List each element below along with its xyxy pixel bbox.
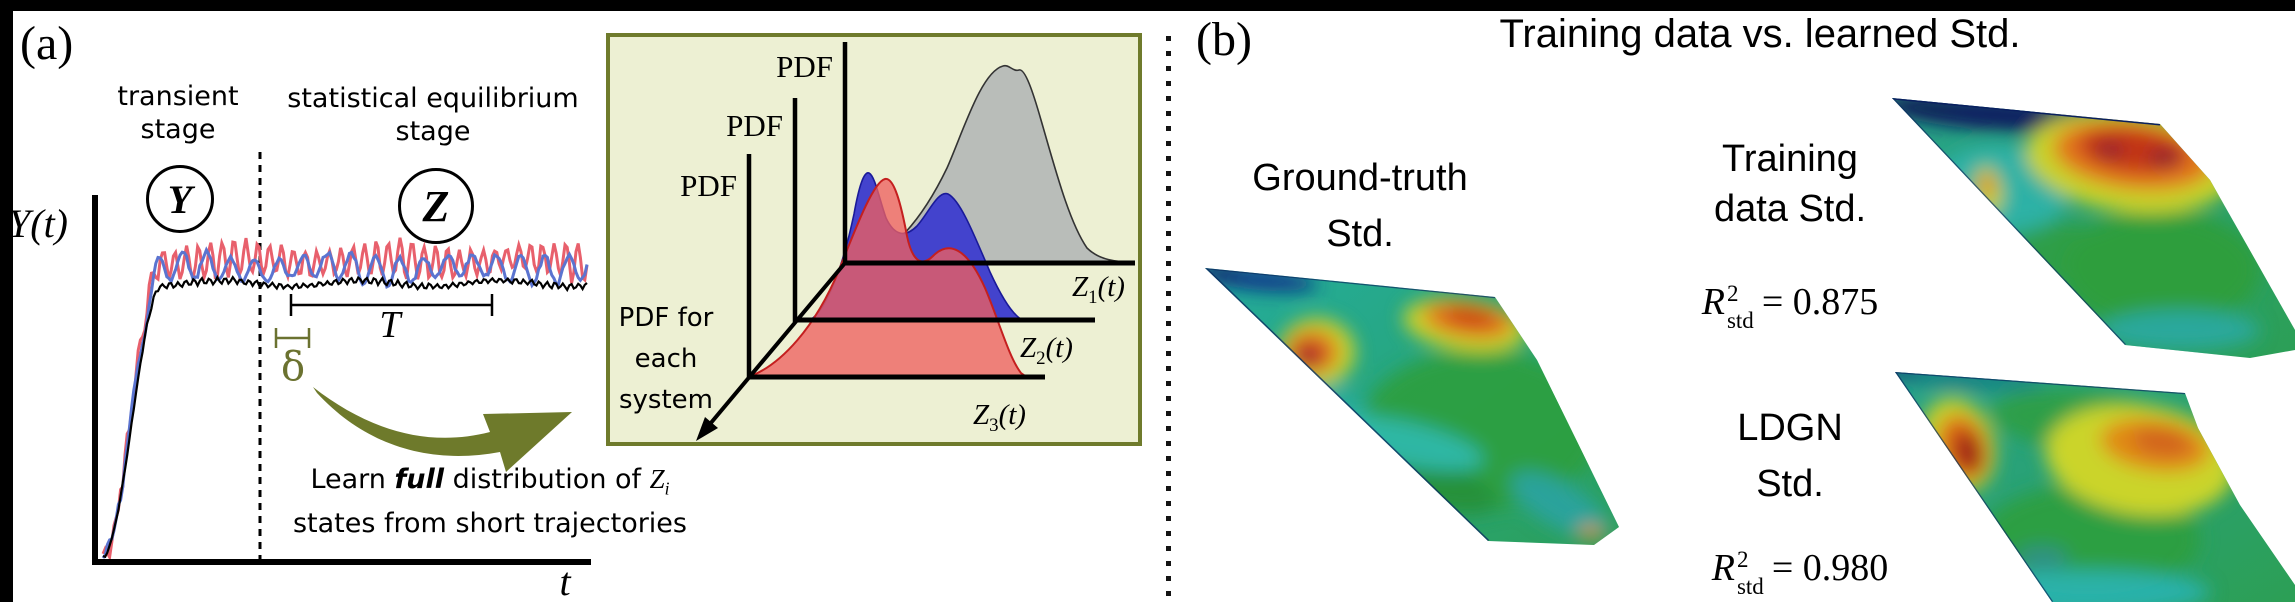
x-axis-label: t [559, 559, 571, 602]
y-axis-label: Y(t) [8, 201, 68, 246]
equals-sign: = [1761, 281, 1784, 323]
equilibrium-stage-label: statistical equilibrium stage [280, 82, 586, 148]
transient-stage-symbol: Y [146, 165, 214, 233]
side-label-line1: PDF for [618, 303, 714, 333]
ground-truth-std-label: Ground-truth Std. [1210, 150, 1510, 262]
delta-label: δ [281, 344, 306, 390]
r2-value-ldgn: 0.980 [1802, 547, 1889, 589]
script-Z: Z [422, 181, 450, 231]
caption-mid: distribution of [443, 464, 650, 495]
pdf-axis-label-3: PDF [680, 168, 737, 203]
training-data-std-label: Training data Std. [1640, 134, 1940, 234]
script-Y: Y [167, 176, 193, 222]
train-label-line1: Training [1722, 138, 1858, 180]
ldgn-wing-image [1895, 372, 2295, 602]
equilibrium-stage-symbol: Z [398, 168, 474, 244]
pdf-axis-label-2: PDF [726, 108, 783, 143]
equilibrium-stage-line2: stage [395, 116, 471, 147]
averaging-window-label: T [379, 304, 401, 346]
r2-std-ldgn: R 2 std = 0.980 [1650, 546, 1950, 600]
T-bracket [289, 294, 494, 316]
transient-stage-label: transient stage [100, 80, 256, 146]
z2-axis-label: Z2(t) [1020, 332, 1104, 370]
pdf-inset-drawing [606, 33, 1142, 446]
pdf-for-each-system-label: PDF for each system [610, 298, 722, 421]
equilibrium-stage-line1: statistical equilibrium [287, 83, 579, 114]
transient-stage-line1: transient [117, 81, 239, 112]
r-sup: 2 [1726, 281, 1739, 307]
side-label-line2: each [634, 344, 698, 374]
r-sub: std [1736, 574, 1764, 600]
side-label-line3: system [619, 385, 713, 415]
panel-divider-dotted-line [1166, 36, 1171, 602]
timeseries-plot [92, 152, 591, 565]
train-label-line2: data Std. [1713, 188, 1867, 230]
z1-base: Z [1072, 271, 1089, 303]
panel-b-title: Training data vs. learned Std. [1499, 12, 2021, 56]
ground-truth-wing-image [1205, 268, 1619, 545]
r2-value-training: 0.875 [1792, 281, 1879, 323]
z2-arg: (t) [1045, 332, 1073, 364]
caption-sub-i: i [664, 478, 670, 499]
r-symbol: R [1711, 547, 1735, 589]
figure-border-top [0, 0, 2295, 11]
ldgn-label-line2: Std. [1756, 463, 1824, 505]
pdf-inset-box: PDF PDF PDF PDF for each system Z1(t) Z2… [606, 33, 1142, 446]
pdf-baselines [749, 260, 1135, 380]
r-sup: 2 [1736, 547, 1749, 573]
z1-arg: (t) [1097, 271, 1125, 303]
z1-sub: 1 [1088, 286, 1098, 308]
pdf-axis-label-1: PDF [776, 49, 833, 84]
z1-axis-label: Z1(t) [1072, 271, 1156, 309]
z3-arg: (t) [998, 399, 1026, 431]
caption-line1: Learn full distribution of Zi [265, 462, 715, 506]
panel-b-label: (b) [1196, 13, 1252, 66]
pdf-axes [746, 42, 848, 379]
r2-std-training: R 2 std = 0.875 [1640, 280, 1940, 334]
training-data-wing-image [1892, 98, 2295, 358]
panel-a-label: (a) [20, 17, 74, 70]
r-symbol: R [1701, 281, 1725, 323]
trajectory-curves [101, 237, 589, 562]
trajectory-line [102, 274, 588, 559]
gt-label-line1: Ground-truth [1252, 157, 1468, 199]
gt-label-line2: Std. [1326, 213, 1394, 255]
z2-base: Z [1020, 332, 1037, 364]
caption-script-Z: Z [649, 464, 665, 494]
arrow-to-inset [313, 387, 572, 472]
ldgn-std-label: LDGN Std. [1640, 400, 1940, 512]
system-axis-arrow [696, 261, 847, 441]
caption-pre: Learn [310, 464, 395, 495]
z3-base: Z [973, 399, 990, 431]
delta-bracket [274, 328, 311, 348]
transient-stage-line2: stage [140, 114, 216, 145]
z2-sub: 2 [1036, 347, 1046, 369]
r-sub: std [1726, 308, 1754, 334]
panel-a-caption: Learn full distribution of Zi states fro… [265, 462, 715, 541]
z3-axis-label: Z3(t) [973, 399, 1057, 437]
ldgn-label-line1: LDGN [1737, 407, 1843, 449]
equals-sign: = [1771, 547, 1794, 589]
caption-bold: full [394, 464, 444, 495]
caption-line2: states from short trajectories [292, 508, 687, 540]
z3-sub: 3 [989, 414, 999, 436]
figure-border-left [0, 0, 13, 602]
